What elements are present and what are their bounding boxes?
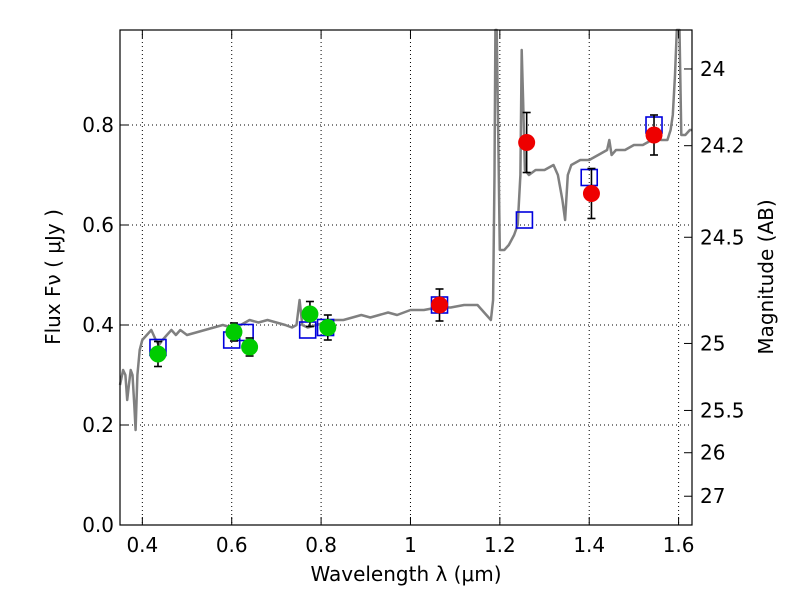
right-tick-label: 24.5 — [700, 225, 745, 249]
green-data-point — [319, 319, 337, 336]
y-axis-label: Flux Fν ( μJy ) — [41, 209, 65, 345]
y-tick-label: 0.8 — [82, 113, 114, 137]
red-data-point — [582, 185, 600, 202]
right-tick-label: 25 — [700, 331, 725, 355]
model-spectrum-line — [118, 28, 692, 432]
x-tick-label: 1.2 — [484, 533, 516, 557]
right-tick-label: 24 — [700, 57, 725, 81]
y-tick-label: 0.4 — [82, 313, 114, 337]
plot-frame — [119, 29, 693, 526]
right-tick-label: 26 — [700, 441, 725, 465]
y-tick-label: 0.2 — [82, 413, 114, 437]
model-photometry — [149, 116, 663, 357]
x-tick-label: 0.8 — [305, 533, 337, 557]
right-tick-label: 24.2 — [700, 134, 745, 158]
x-tick-label: 1.6 — [663, 533, 695, 557]
right-tick-label: 25.5 — [700, 398, 745, 422]
green-data-point — [225, 323, 243, 341]
x-tick-label: 1.4 — [573, 533, 605, 557]
red-data-point — [518, 134, 536, 151]
grid — [120, 30, 692, 525]
y-axis: 0.0 0.2 0.4 0.6 0.8 — [82, 113, 128, 537]
x-tick-label: 0.4 — [126, 533, 158, 557]
x-axis-label: Wavelength λ (μm) — [310, 562, 501, 586]
red-data-point — [431, 296, 449, 314]
green-data-point — [241, 338, 259, 356]
x-tick-label: 1 — [404, 533, 417, 557]
green-data-point — [149, 345, 167, 363]
model-spectrum — [118, 28, 692, 432]
right-tick-label: 27 — [700, 484, 725, 508]
observed-photometry — [149, 111, 663, 368]
right-axis-label: Magnitude (AB) — [754, 199, 778, 354]
right-axis: 24 24.2 24.5 25 25.5 26 27 — [684, 57, 745, 508]
green-data-point — [301, 305, 319, 323]
y-tick-label: 0.6 — [82, 213, 114, 237]
model-photometry-square — [515, 211, 534, 229]
y-tick-label: 0.0 — [82, 513, 114, 537]
x-tick-label: 0.6 — [216, 533, 248, 557]
red-data-point — [645, 126, 663, 144]
x-axis: 0.4 0.6 0.8 1 1.2 1.4 1.6 — [126, 30, 695, 557]
model-photometry-square — [580, 168, 599, 187]
